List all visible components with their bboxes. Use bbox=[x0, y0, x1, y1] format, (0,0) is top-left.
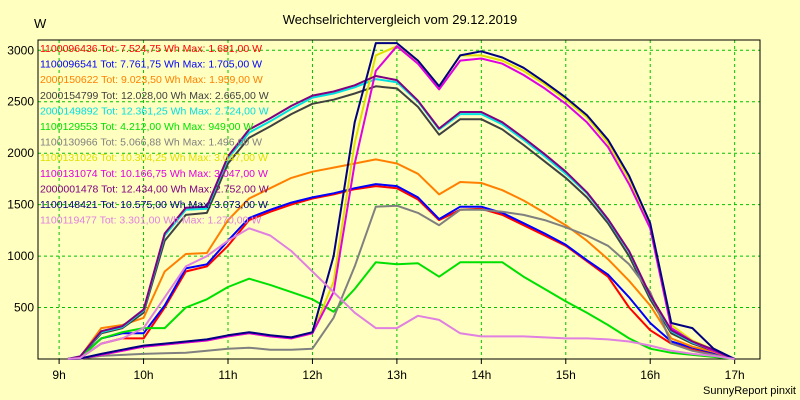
series-line-2 bbox=[67, 183, 735, 360]
plot-frame bbox=[37, 39, 761, 360]
plot-area: 500 1000 1500 2000 2500 3000 9h 10h 11h 12h 13h 14h… bbox=[7, 39, 761, 382]
chart-title: Wechselrichtervergleich vom 29.12.2019 bbox=[283, 12, 518, 27]
x-tick-label: 14h bbox=[471, 368, 491, 382]
series-line-7 bbox=[67, 204, 735, 360]
legend-entry: 1100096436 Tot: 7.524,75 Wh Max: 1.681,0… bbox=[40, 43, 262, 55]
y-tick-label: 3000 bbox=[7, 43, 34, 57]
legend-entry: 1100131026 Tot: 10.304,25 Wh Max: 3.047,… bbox=[40, 152, 268, 164]
x-tick-label: 9h bbox=[52, 368, 65, 382]
y-tick-label: 1000 bbox=[7, 249, 34, 263]
series-line-10 bbox=[67, 75, 736, 360]
footer-credit: SunnyReport pinxit bbox=[703, 385, 796, 397]
series-line-3 bbox=[67, 158, 736, 360]
legend-entry: 1100131074 Tot: 10.166,75 Wh Max: 3.047,… bbox=[40, 168, 268, 180]
series-line-11 bbox=[67, 42, 736, 360]
series-line-1 bbox=[67, 185, 735, 360]
legend-entry: 2000001478 Tot: 12.434,00 Wh Max: 2.752,… bbox=[40, 183, 269, 195]
legend-entry: 1100119477 Tot: 3.301,00 Wh Max: 1.270,0… bbox=[40, 215, 261, 227]
x-tick-label: 13h bbox=[387, 368, 407, 382]
x-tick-label: 16h bbox=[640, 368, 660, 382]
legend-entry: 1100130966 Tot: 5.066,88 Wh Max: 1.496,0… bbox=[40, 137, 262, 149]
x-tick-label: 12h bbox=[302, 368, 322, 382]
x-tick-label: 10h bbox=[134, 368, 154, 382]
legend-entry: 1100096541 Tot: 7.761,75 Wh Max: 1.705,0… bbox=[40, 59, 262, 71]
y-tick-label: 1500 bbox=[7, 198, 34, 212]
y-tick-label: 2000 bbox=[7, 146, 34, 160]
legend-entry: 1100129553 Tot: 4.212,00 Wh Max: 949,00 … bbox=[40, 121, 253, 133]
legend-entry: 2000154799 Tot: 12.028,00 Wh Max: 2.665,… bbox=[40, 90, 269, 102]
series-line-6 bbox=[67, 261, 735, 360]
legend-entry: 2000149892 Tot: 12.361,25 Wh Max: 2.724,… bbox=[40, 105, 269, 117]
legend-entry: 2000150622 Tot: 9.023,50 Wh Max: 1.959,0… bbox=[40, 74, 263, 86]
y-tick-label: 500 bbox=[14, 301, 34, 315]
series-line-12 bbox=[67, 227, 735, 360]
x-tick-label: 11h bbox=[218, 368, 237, 382]
y-tick-label: 2500 bbox=[7, 95, 34, 109]
legend-entry: 1100148421 Tot: 10.575,00 Wh Max: 3.073,… bbox=[40, 199, 268, 211]
x-tick-label: 17h bbox=[725, 368, 745, 382]
x-tick-label: 15h bbox=[556, 368, 576, 382]
series-line-4 bbox=[67, 85, 736, 360]
y-axis-unit-label: W bbox=[34, 16, 47, 31]
